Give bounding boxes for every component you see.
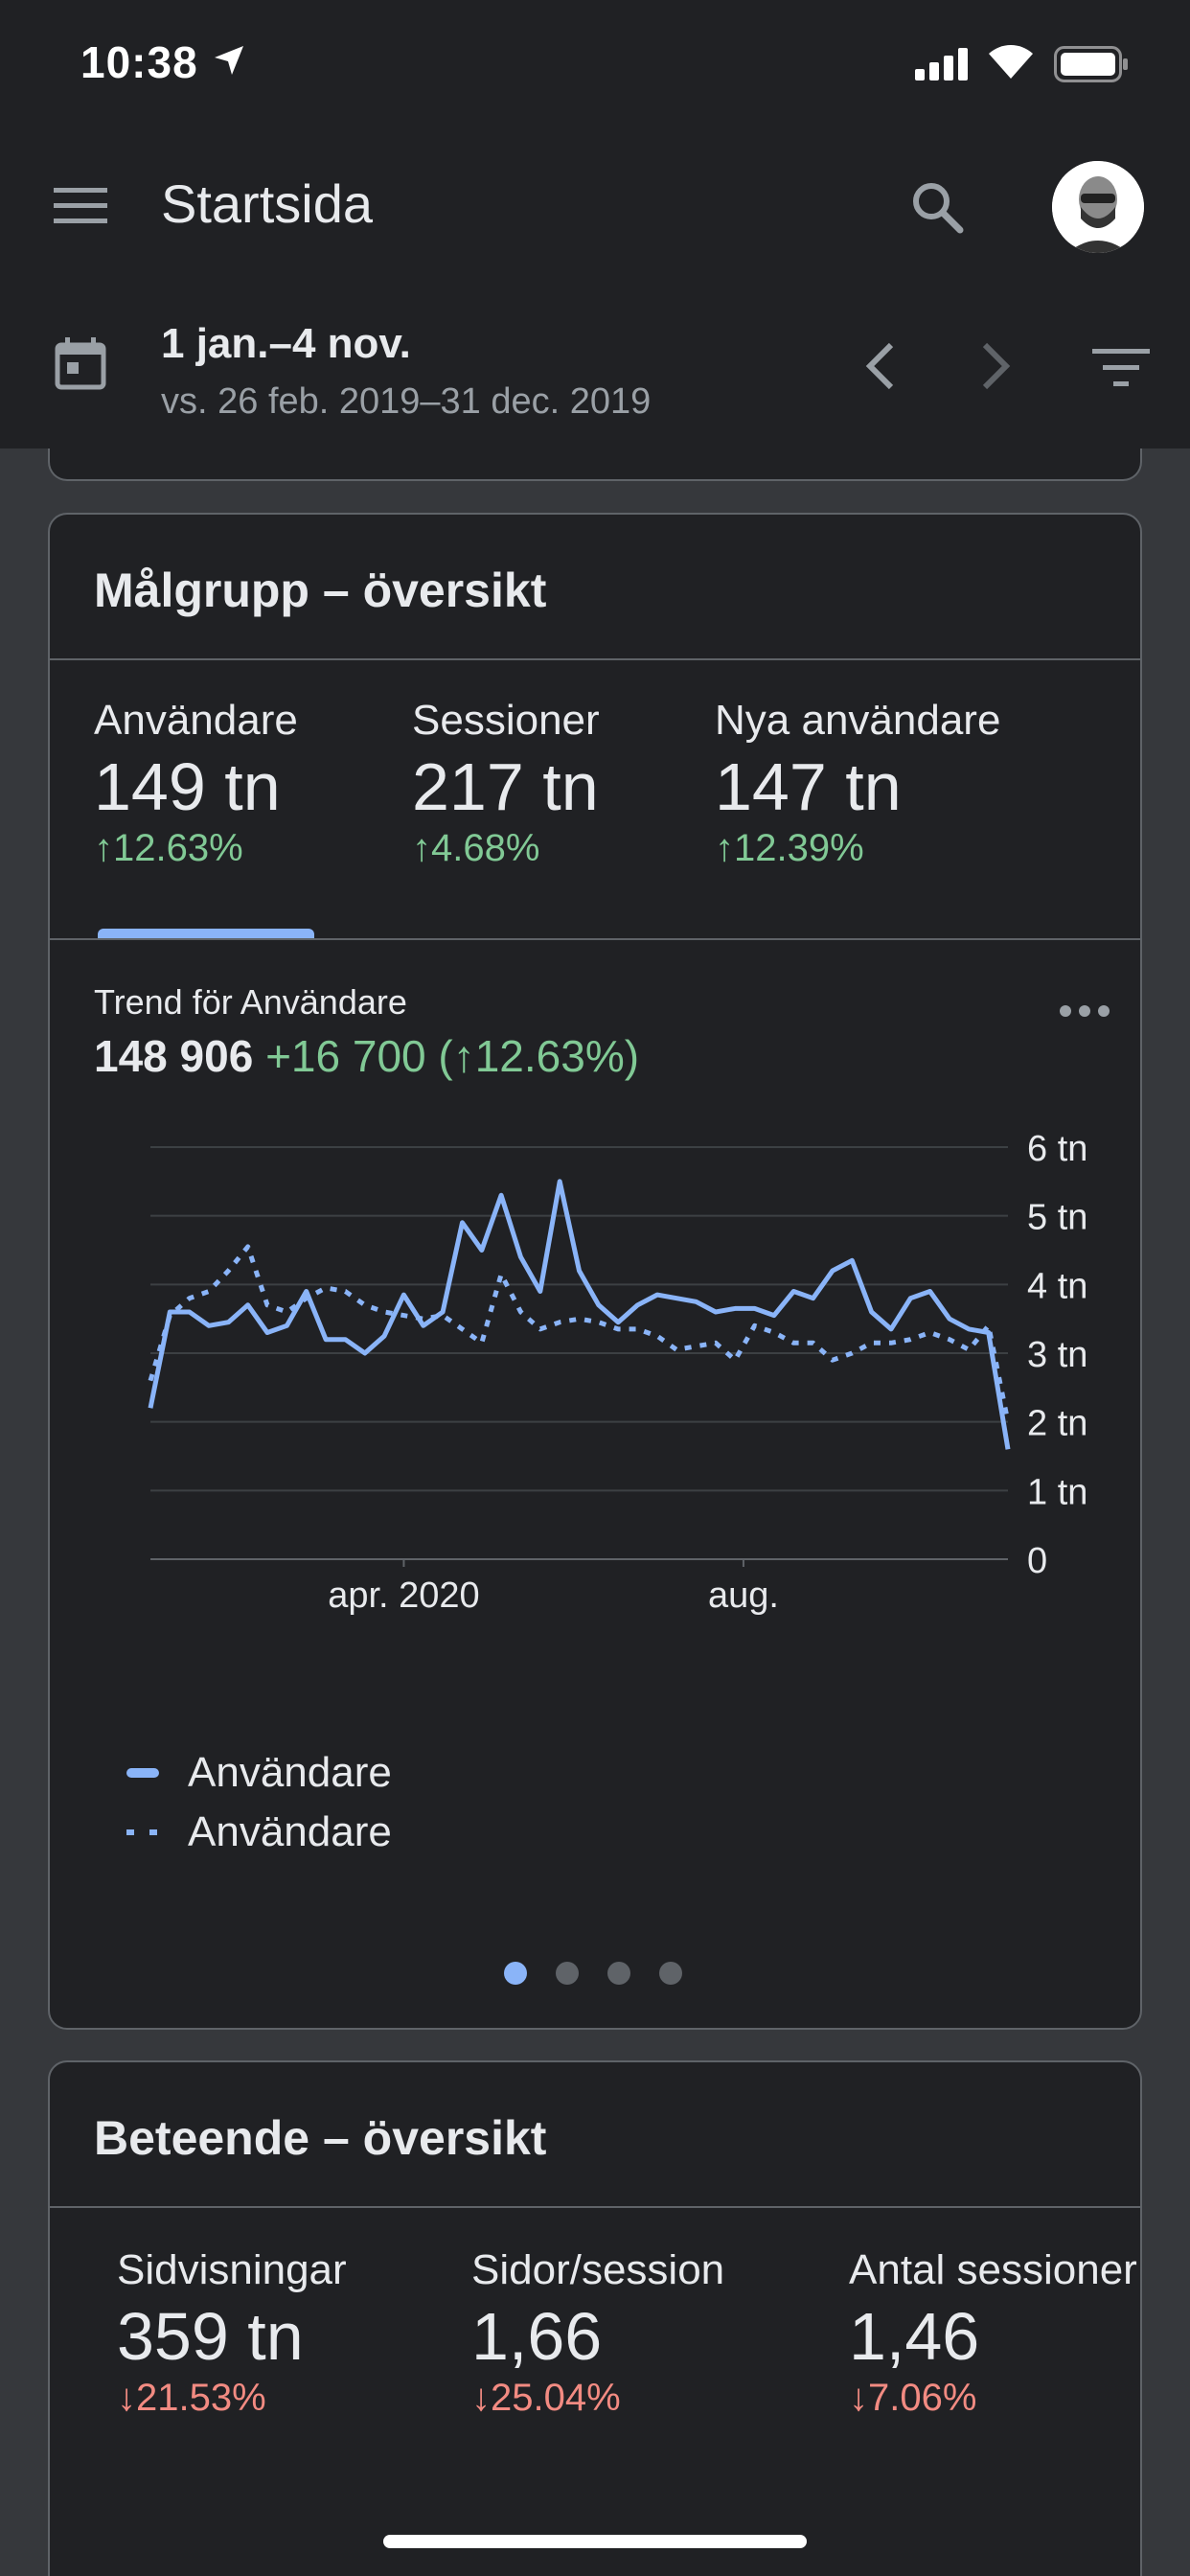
metric-change: ↓7.06% bbox=[849, 2377, 977, 2419]
divider bbox=[50, 2206, 1140, 2208]
metric-change: ↑4.68% bbox=[412, 827, 540, 869]
metric-users[interactable]: Användare 149 tn ↑12.63% bbox=[94, 697, 298, 870]
date-compare[interactable]: vs. 26 feb. 2019–31 dec. 2019 bbox=[161, 381, 652, 422]
audience-title: Målgrupp – översikt bbox=[94, 564, 547, 617]
filter-icon[interactable] bbox=[1092, 347, 1150, 389]
audience-card: Målgrupp – översikt Användare 149 tn ↑12… bbox=[48, 513, 1142, 2030]
date-range[interactable]: 1 jan.–4 nov. bbox=[161, 320, 411, 367]
status-time: 10:38 bbox=[80, 37, 198, 87]
trend-delta: +16 700 (↑12.63%) bbox=[265, 1031, 640, 1081]
trend-total: 148 906 bbox=[94, 1031, 254, 1081]
metric-value: 217 tn bbox=[412, 749, 599, 824]
metric-change: ↓25.04% bbox=[471, 2377, 621, 2419]
page-title: Startsida bbox=[161, 173, 373, 234]
metric-label: Antal sessioner bbox=[849, 2254, 1137, 2293]
legend-item-solid: Användare bbox=[126, 1749, 392, 1797]
users-trend-chart[interactable]: 0 1 tn 2 tn 3 tn 4 tn 5 tn 6 tn apr. 2020 aug. bbox=[50, 1090, 1144, 1626]
metric-new-users[interactable]: Nya användare 147 tn ↑12.39% bbox=[715, 697, 1000, 870]
location-arrow-icon bbox=[215, 46, 243, 75]
metric-sessions-count[interactable]: Antal sessioner 1,46 ↓7.06% bbox=[849, 2254, 1137, 2420]
metric-label: Sessioner bbox=[412, 697, 600, 744]
legend-solid-swatch bbox=[126, 1768, 159, 1778]
metric-change: ↑12.39% bbox=[715, 827, 864, 869]
calendar-icon[interactable] bbox=[54, 337, 107, 391]
y-tick-label: 4 tn bbox=[1027, 1266, 1087, 1306]
metric-change: ↑12.63% bbox=[94, 827, 243, 869]
selected-metric-indicator bbox=[98, 929, 314, 938]
behavior-title: Beteende – översikt bbox=[94, 2111, 547, 2165]
metric-label: Sidor/session bbox=[471, 2254, 725, 2293]
pager-dot[interactable] bbox=[556, 1962, 579, 1985]
behavior-metrics: Sidvisningar 359 tn ↓21.53% Sidor/sessio… bbox=[50, 2254, 1144, 2576]
chevron-left-icon[interactable] bbox=[858, 339, 904, 393]
metric-change: ↓21.53% bbox=[117, 2377, 266, 2419]
metric-pages-per-session[interactable]: Sidor/session 1,66 ↓25.04% bbox=[471, 2254, 724, 2420]
x-tick-label: apr. 2020 bbox=[328, 1576, 479, 1616]
y-tick-label: 3 tn bbox=[1027, 1335, 1087, 1375]
x-tick-label: aug. bbox=[708, 1576, 779, 1616]
y-tick-label: 5 tn bbox=[1027, 1198, 1087, 1238]
pager-dot[interactable] bbox=[659, 1962, 682, 1985]
avatar[interactable] bbox=[1052, 161, 1144, 253]
metric-value: 1,66 bbox=[471, 2299, 603, 2374]
metric-sessions[interactable]: Sessioner 217 tn ↑4.68% bbox=[412, 697, 600, 870]
behavior-card: Beteende – översikt Sidvisningar 359 tn … bbox=[48, 2060, 1142, 2576]
wifi-icon bbox=[989, 45, 1033, 79]
search-icon[interactable] bbox=[908, 178, 966, 236]
metric-value: 359 tn bbox=[117, 2299, 304, 2374]
metric-value: 147 tn bbox=[715, 749, 902, 824]
trend-summary: 148 906 +16 700 (↑12.63%) bbox=[94, 1030, 639, 1082]
pager-dot[interactable] bbox=[504, 1962, 527, 1985]
legend-label: Användare bbox=[188, 1808, 392, 1855]
series-line-previous-period bbox=[148, 1244, 1011, 1423]
pager-dot[interactable] bbox=[607, 1962, 630, 1985]
metric-label: Sidvisningar bbox=[117, 2254, 347, 2293]
trend-label: Trend för Användare bbox=[94, 982, 407, 1022]
pager-dots bbox=[504, 1962, 682, 1985]
signal-icon bbox=[915, 48, 968, 80]
more-icon[interactable] bbox=[1056, 1001, 1113, 1021]
metric-value: 149 tn bbox=[94, 749, 281, 824]
legend-label: Användare bbox=[188, 1749, 392, 1796]
y-tick-label: 6 tn bbox=[1027, 1129, 1087, 1169]
metric-pageviews[interactable]: Sidvisningar 359 tn ↓21.53% bbox=[117, 2254, 347, 2420]
top-app-bar: 10:38 Startsida bbox=[0, 0, 1190, 448]
menu-icon[interactable] bbox=[54, 182, 107, 230]
legend-item-dotted: Användare bbox=[126, 1808, 392, 1856]
home-indicator[interactable] bbox=[383, 2535, 807, 2548]
chevron-right-icon[interactable] bbox=[972, 339, 1018, 393]
metric-label: Användare bbox=[94, 697, 298, 744]
y-tick-label: 1 tn bbox=[1027, 1472, 1087, 1512]
divider bbox=[50, 938, 1140, 940]
y-tick-label: 0 bbox=[1027, 1541, 1047, 1581]
divider bbox=[50, 658, 1140, 660]
series-line-current-period bbox=[148, 1179, 1011, 1450]
y-tick-label: 2 tn bbox=[1027, 1404, 1087, 1444]
battery-icon bbox=[1054, 46, 1128, 82]
metric-label: Nya användare bbox=[715, 697, 1001, 744]
metric-value: 1,46 bbox=[849, 2299, 980, 2374]
legend-dotted-swatch bbox=[126, 1829, 157, 1835]
